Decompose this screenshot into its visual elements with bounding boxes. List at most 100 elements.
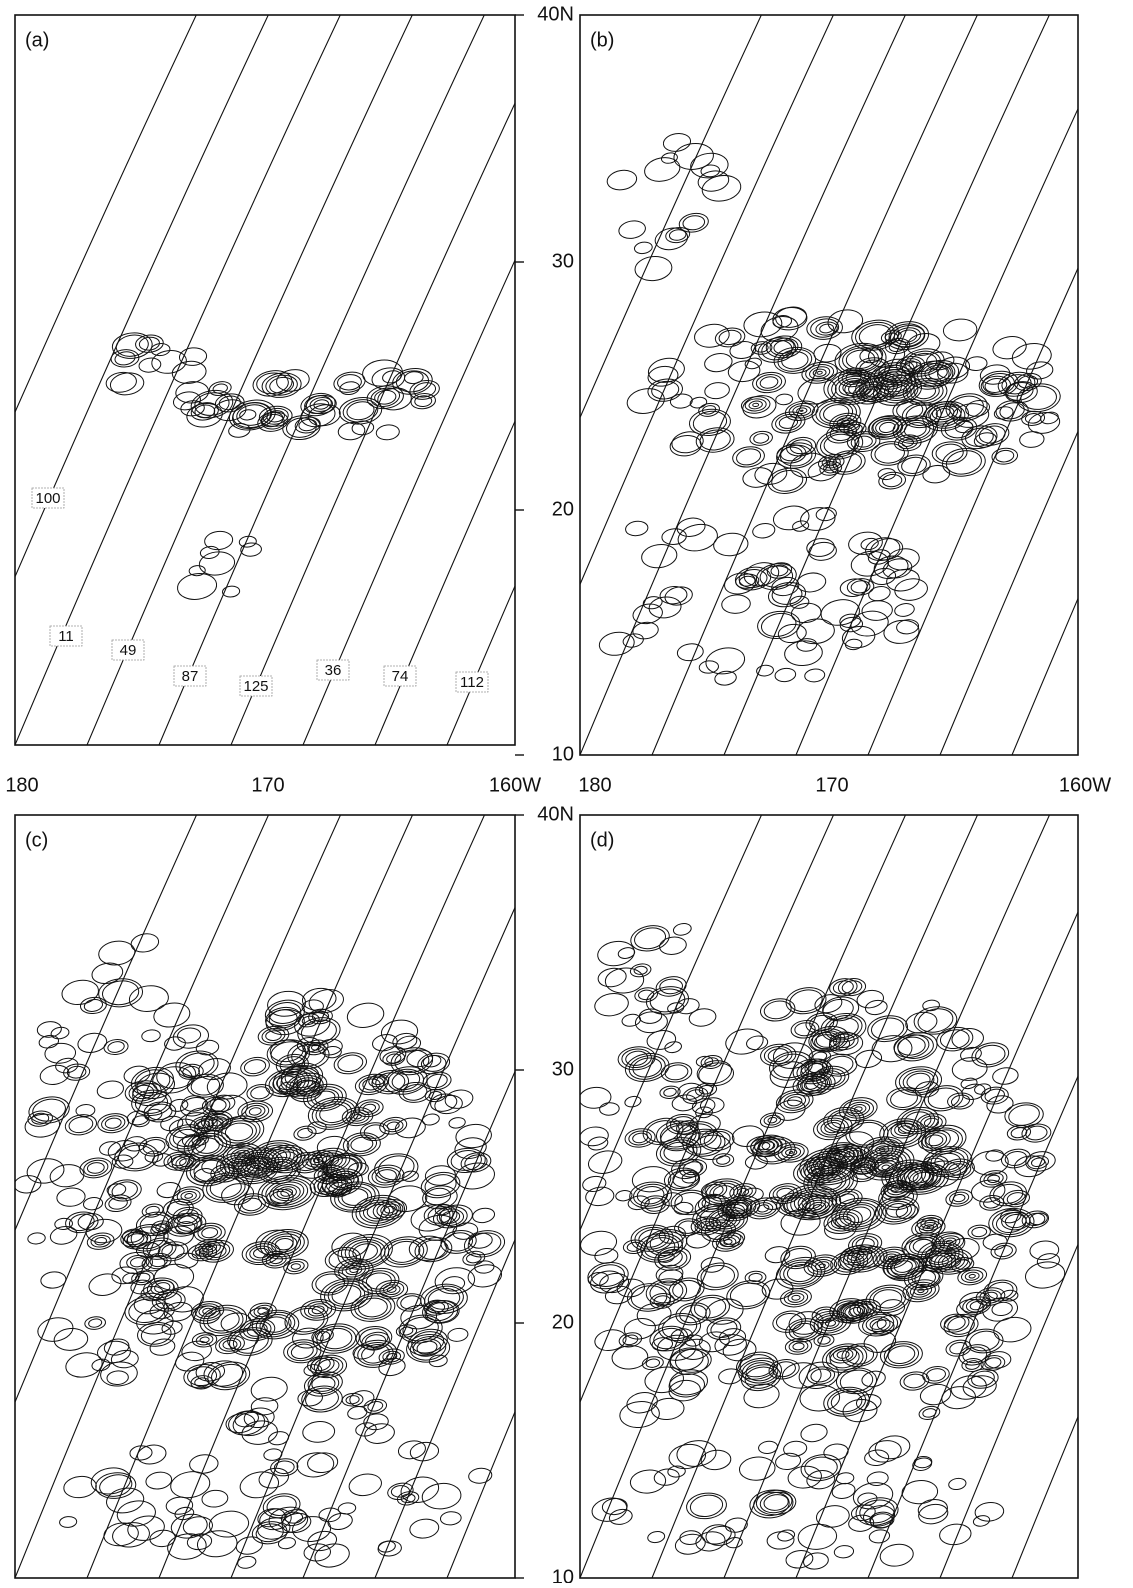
contour <box>141 1202 164 1219</box>
contour <box>950 1094 970 1109</box>
contour <box>1020 385 1057 411</box>
contour <box>753 433 769 444</box>
panel: (b) <box>436 5 1133 755</box>
contour <box>433 1093 464 1116</box>
contour <box>102 1521 140 1549</box>
panel-plot <box>436 5 1133 755</box>
contour <box>756 1489 797 1516</box>
contour <box>192 1332 217 1348</box>
contour <box>249 1107 262 1116</box>
contour <box>378 1540 397 1553</box>
contour <box>767 1117 777 1124</box>
contour <box>49 1163 85 1189</box>
contour <box>98 977 144 1008</box>
contour <box>239 409 256 421</box>
track-label: 87 <box>182 668 199 685</box>
contour <box>797 1359 841 1391</box>
figure: (a)(b)(c)(d)1001149871253674112180170160… <box>0 0 1133 1583</box>
contour <box>834 1545 854 1559</box>
contour <box>401 1493 416 1503</box>
track-line <box>87 5 417 745</box>
longitude-label: 160W <box>489 774 541 796</box>
contour <box>773 1253 827 1293</box>
contour <box>817 371 823 375</box>
contour <box>578 1125 609 1147</box>
contour <box>109 371 145 397</box>
track-line <box>0 5 273 745</box>
contour <box>755 373 782 392</box>
contour <box>632 1132 648 1144</box>
contour <box>845 639 862 651</box>
contour <box>867 585 891 603</box>
contour <box>444 1088 475 1110</box>
track-line <box>0 805 201 1578</box>
longitude-label: 180 <box>578 774 611 796</box>
contour <box>629 1468 666 1494</box>
latitude-label: 30 <box>552 250 574 272</box>
contour <box>939 1523 973 1547</box>
track-line <box>436 805 766 1578</box>
contour <box>991 334 1028 362</box>
contour <box>775 393 793 405</box>
track-line <box>303 805 633 1578</box>
track-line <box>796 5 1126 755</box>
contour <box>347 1471 383 1498</box>
latitude-label: 40N <box>537 803 574 825</box>
contour <box>676 521 720 554</box>
track-label: 11 <box>58 628 74 645</box>
contour <box>596 939 636 968</box>
contour <box>425 1089 446 1103</box>
contour <box>634 255 673 282</box>
contour <box>39 1063 71 1087</box>
contour <box>345 1000 385 1030</box>
contour <box>27 1110 53 1128</box>
contour <box>302 1420 336 1443</box>
contour <box>1019 431 1045 448</box>
contour <box>141 1029 161 1043</box>
latitude-label: 20 <box>552 1311 574 1333</box>
contour <box>292 1515 332 1543</box>
contour <box>278 1536 297 1550</box>
contour <box>128 984 170 1014</box>
contour <box>1026 361 1054 381</box>
contour <box>695 1260 740 1293</box>
contour <box>949 1191 970 1206</box>
contour <box>87 1162 105 1174</box>
track-line <box>1084 5 1133 755</box>
contour <box>663 1087 677 1097</box>
contour <box>36 1315 75 1345</box>
contour <box>784 1290 809 1306</box>
contour <box>804 668 825 683</box>
contour <box>126 1513 166 1543</box>
contour <box>713 532 750 558</box>
contour <box>759 376 778 390</box>
track-label: 100 <box>35 490 60 507</box>
contour <box>421 1482 462 1511</box>
contour <box>860 1369 886 1389</box>
contour <box>724 1026 766 1057</box>
track-line <box>1084 805 1133 1578</box>
contour <box>297 1127 313 1139</box>
contour <box>636 1185 665 1206</box>
contour <box>384 1205 396 1213</box>
contour <box>649 1292 675 1309</box>
contour <box>377 387 412 412</box>
contour <box>27 1232 46 1245</box>
contour <box>243 1406 275 1429</box>
track-label: 125 <box>243 678 268 695</box>
contour <box>813 369 826 377</box>
contour <box>646 1358 660 1368</box>
contour <box>466 1263 503 1290</box>
track-line <box>508 805 838 1578</box>
contour <box>869 1529 891 1544</box>
contour <box>749 430 773 447</box>
contour <box>318 1507 341 1522</box>
contour <box>693 322 731 350</box>
contour <box>925 1134 943 1146</box>
contour <box>882 474 902 488</box>
contour <box>846 1100 871 1117</box>
contour <box>992 1315 1032 1344</box>
contour <box>376 424 401 441</box>
panel-label: (c) <box>25 829 48 851</box>
contour <box>633 925 668 951</box>
